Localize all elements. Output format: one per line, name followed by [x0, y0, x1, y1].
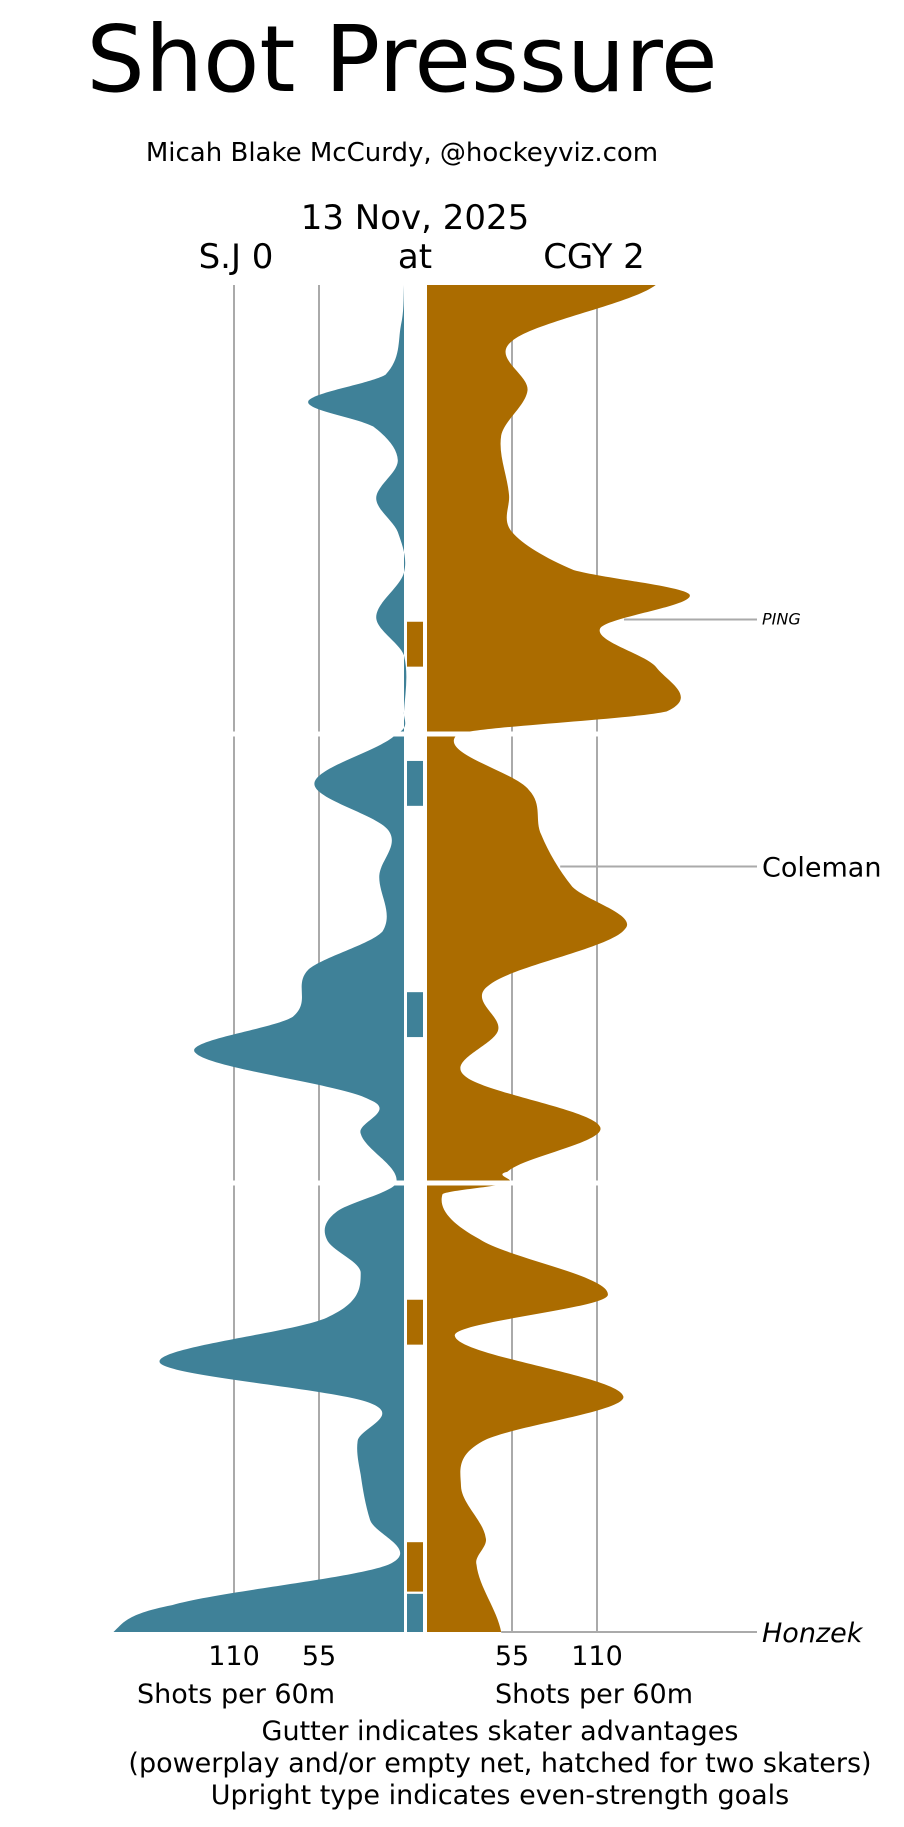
footnote-line-1: Gutter indicates skater advantages: [262, 1716, 739, 1747]
period-separator-1: [80, 731, 820, 737]
away-team-label: S.J 0: [199, 237, 274, 277]
left-axis-label: Shots per 60m: [137, 1679, 335, 1710]
period-separators: [80, 731, 820, 1186]
at-label: at: [398, 237, 432, 277]
right-axis-label: Shots per 60m: [495, 1679, 693, 1710]
gutter-bar-0: [407, 621, 423, 667]
pressure-areas: [113, 285, 690, 1632]
gutter-bar-2: [407, 992, 423, 1038]
footnote-line-3: Upright type indicates even-strength goa…: [211, 1780, 789, 1811]
gutter-bar-3: [407, 1299, 423, 1345]
goal-label-0: PING: [762, 610, 801, 629]
gutter-bars: [407, 621, 423, 1632]
gutter-bar-4: [407, 1542, 423, 1592]
goal-markers: PING Coleman Honzek: [501, 610, 881, 1649]
x-tick-right-55: 55: [495, 1641, 529, 1672]
x-tick-labels: 110 55 55 110: [208, 1641, 623, 1672]
chart-subtitle: Micah Blake McCurdy, @hockeyviz.com: [146, 138, 658, 168]
goal-label-1: Coleman: [762, 852, 881, 883]
gutter-bar-1: [407, 760, 423, 806]
gutter-bar-5: [407, 1593, 423, 1632]
period-separator-2: [80, 1180, 820, 1186]
x-tick-left-110: 110: [208, 1641, 260, 1672]
area-away: [113, 285, 407, 1632]
x-tick-left-55: 55: [302, 1641, 336, 1672]
area-home: [427, 285, 690, 1632]
home-team-label: CGY 2: [543, 237, 645, 277]
goal-label-2: Honzek: [762, 1618, 864, 1649]
x-tick-right-110: 110: [571, 1641, 623, 1672]
chart-title: Shot Pressure: [86, 6, 717, 113]
footnote-line-2: (powerplay and/or empty net, hatched for…: [128, 1748, 871, 1779]
game-date: 13 Nov, 2025: [301, 198, 530, 238]
